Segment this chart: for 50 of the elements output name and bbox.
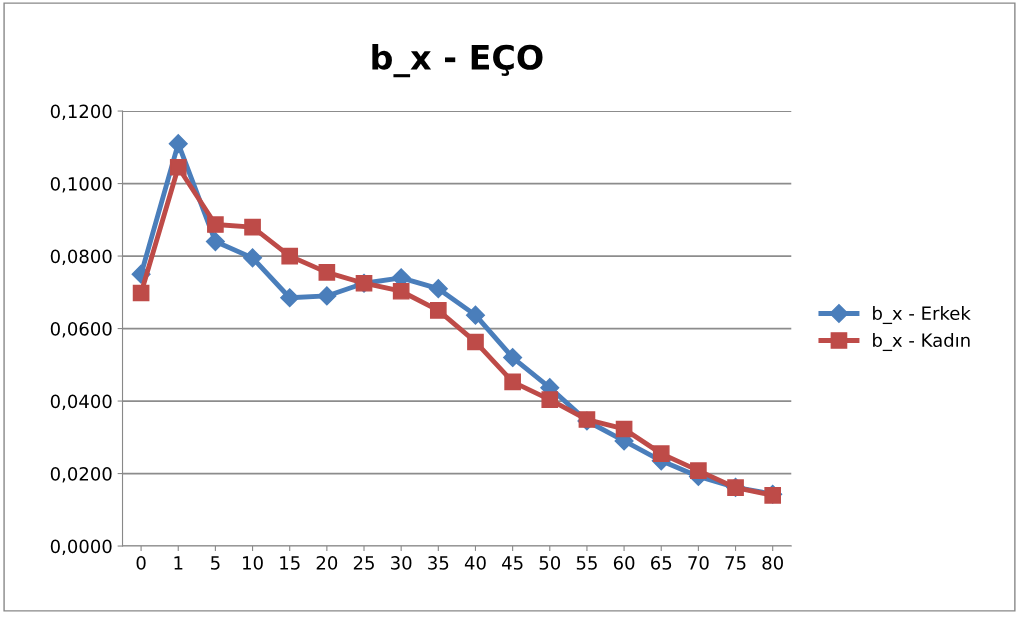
point xyxy=(503,348,523,368)
point xyxy=(465,305,486,325)
x-tick-label: 0 xyxy=(136,556,146,570)
y-tick-label: 0,0000 xyxy=(50,539,112,555)
x-tick-label: 30 xyxy=(391,556,412,570)
x-tick-label: 50 xyxy=(539,556,561,570)
x-tick-label: 15 xyxy=(280,556,300,570)
x-tick-label: 5 xyxy=(211,556,220,570)
x-tick-label: 35 xyxy=(428,556,449,570)
x-tick-label: 75 xyxy=(725,556,746,570)
x-tick-label: 25 xyxy=(353,556,374,570)
point xyxy=(317,286,337,306)
point xyxy=(132,284,150,302)
y-tick-label: 0,0600 xyxy=(50,322,112,338)
point xyxy=(615,420,633,438)
point xyxy=(690,462,707,479)
y-tick-label: 0,1200 xyxy=(50,104,112,121)
x-tick-label: 1 xyxy=(174,556,183,570)
point xyxy=(392,282,410,300)
point xyxy=(429,302,447,319)
x-tick-label: 60 xyxy=(613,556,635,570)
point xyxy=(244,218,261,236)
point xyxy=(168,134,188,154)
point xyxy=(504,373,521,391)
point xyxy=(207,216,224,233)
point xyxy=(281,247,299,265)
point xyxy=(205,232,225,252)
x-tick-label: 55 xyxy=(576,556,597,570)
point xyxy=(428,279,448,299)
y-tick-label: 0,0800 xyxy=(50,249,112,266)
y-tick-label: 0,0200 xyxy=(50,467,112,483)
x-tick-label: 45 xyxy=(502,556,523,570)
x-tick-label: 80 xyxy=(762,556,783,570)
point xyxy=(541,391,559,408)
point xyxy=(467,333,484,351)
x-tick-label: 70 xyxy=(688,556,709,570)
point xyxy=(318,264,336,281)
point xyxy=(652,445,670,462)
y-tick-label: 0,1000 xyxy=(50,177,112,193)
chart-title: b_x - EÇO xyxy=(372,44,543,78)
x-tick-label: 10 xyxy=(243,556,263,570)
x-tick-label: 65 xyxy=(651,556,672,570)
point xyxy=(169,158,187,176)
x-tick-label: 20 xyxy=(316,556,338,570)
legend-label: b_x - Erkek xyxy=(873,306,971,325)
point xyxy=(243,248,263,268)
point xyxy=(280,288,300,308)
x-tick-label: 40 xyxy=(464,556,486,570)
legend-label: b_x - Kadın xyxy=(873,333,970,352)
y-tick-label: 0,0400 xyxy=(50,394,112,411)
